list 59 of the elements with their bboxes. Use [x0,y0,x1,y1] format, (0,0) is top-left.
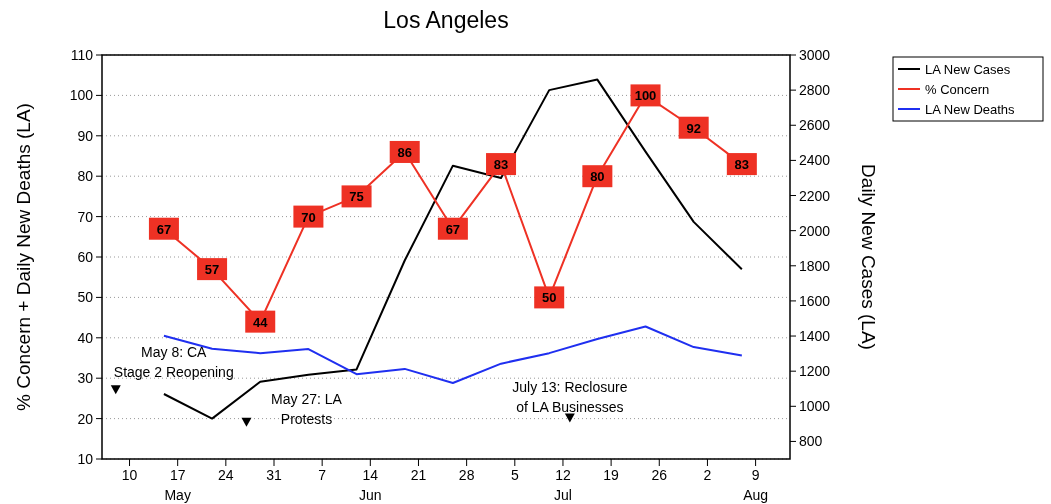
x-tick-label: 14 Jun [359,467,382,503]
y2-tick-label: 1200 [799,363,831,380]
y-tick-label: 40 [77,329,94,346]
data-label: 67 [445,221,461,237]
y-tick-label: 50 [77,289,94,306]
data-label: 50 [541,290,557,306]
data-label: 70 [301,209,316,225]
x-tick-label: 19 [603,467,620,483]
x-tick-label: 10 [121,467,138,483]
x-tick-label: 9 Aug [743,467,769,503]
x-tick-label: 24 [218,467,234,483]
y-tick-label: 70 [77,208,94,225]
data-label: 44 [253,314,269,330]
y2-tick-label: 1800 [799,257,831,274]
x-tick-label: 21 [410,467,427,483]
y-tick-label: 90 [77,127,94,144]
y-tick-label: 10 [77,451,94,467]
legend-label: LA New Deaths [925,102,1016,117]
x-tick-label: 7 [318,467,327,483]
y2-tick-label: 1400 [799,328,831,345]
y-tick-label: 30 [77,370,94,387]
x-tick-label: 17 May [164,467,191,503]
data-label: 67 [156,221,172,237]
y2-tick-label: 800 [799,433,823,450]
y2-tick-label: 2600 [799,117,831,134]
data-label: 86 [397,144,412,160]
y-tick-label: 20 [77,410,94,427]
x-tick-label: 26 [651,467,668,483]
data-label: 92 [686,120,701,136]
legend-label: LA New Cases [925,62,1011,77]
x-tick-label: 12 Jul [554,467,572,503]
data-label: 100 [634,88,657,104]
y2-tick-label: 2800 [799,82,831,99]
y-tick-label: 60 [77,249,94,265]
y2-tick-label: 3000 [799,47,831,63]
y-tick-label: 110 [70,47,94,63]
annotation: July 13: Reclosure of LA Businesses [512,378,628,415]
data-label: 83 [734,157,750,173]
x-tick-label: 28 [458,467,475,483]
y2-tick-label: 1000 [799,398,831,415]
y2-tick-label: 2400 [799,152,831,169]
chart-title: Los Angeles [383,7,509,33]
y2-tick-label: 2200 [799,187,831,204]
y-axis-title: % Concern + Daily New Deaths (LA) [13,103,34,411]
x-tick-label: 5 [510,467,519,483]
y2-axis-title: Daily New Cases (LA) [858,164,879,350]
y2-tick-label: 1600 [799,292,831,309]
y2-tick-label: 2000 [799,222,831,239]
legend-label: % Concern [925,82,990,97]
data-label: 75 [349,189,364,205]
annotation: May 8: CA Stage 2 Reopening [113,344,234,381]
annotation: May 27: LA Protests [271,390,343,427]
y-tick-label: 100 [69,87,94,104]
y-tick-label: 80 [77,168,94,185]
data-label: 80 [590,169,605,185]
x-tick-label: 31 [266,467,282,483]
x-tick-label: 2 [703,467,712,483]
data-label: 57 [204,262,220,278]
data-label: 83 [493,157,509,173]
